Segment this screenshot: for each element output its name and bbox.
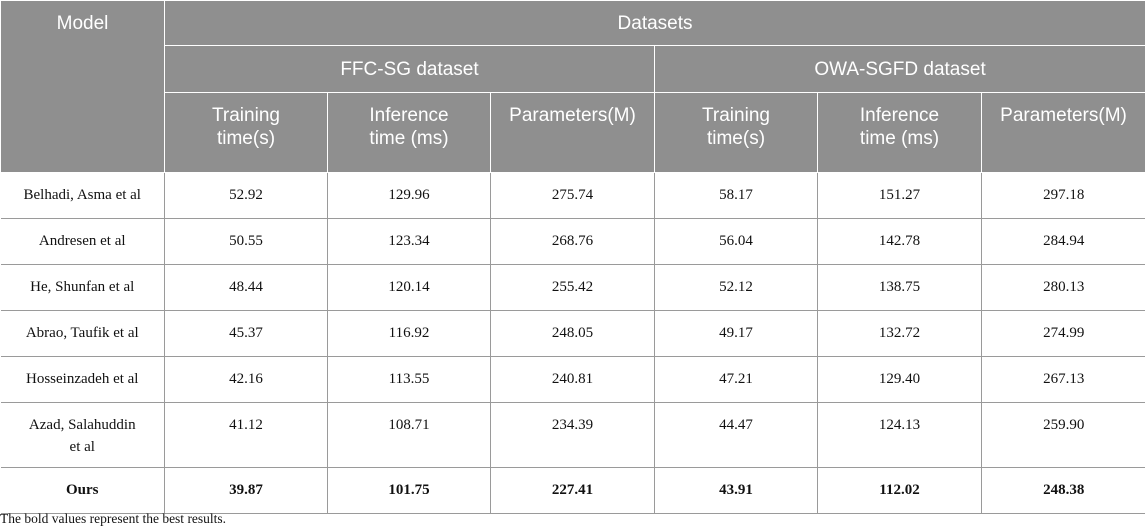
column-header-line: Training xyxy=(702,105,770,126)
table-row: Hosseinzadeh et al 42.16 113.55 240.81 4… xyxy=(0,356,1145,403)
group-header-ffc-sg: FFC-SG dataset xyxy=(164,45,655,93)
value-cell: 52.12 xyxy=(654,264,818,311)
datasets-header: Datasets xyxy=(163,0,1145,46)
table-row: Azad, Salahuddin et al 41.12 108.71 234.3… xyxy=(0,402,1145,468)
table-row: Abrao, Taufik et al 45.37 116.92 248.05 … xyxy=(0,310,1145,357)
value-cell: 56.04 xyxy=(654,218,818,265)
column-header-line: Training xyxy=(212,105,280,126)
value-cell: 132.72 xyxy=(817,310,982,357)
column-header-line: time (ms) xyxy=(369,128,449,149)
value-cell: 268.76 xyxy=(490,218,655,265)
value-cell: 43.91 xyxy=(654,467,818,514)
column-header-line: Inference xyxy=(369,105,449,126)
value-cell: 227.41 xyxy=(490,467,655,514)
value-cell: 49.17 xyxy=(654,310,818,357)
column-header-line: time(s) xyxy=(706,128,766,149)
value-cell: 259.90 xyxy=(980,402,1145,468)
model-cell: Hosseinzadeh et al xyxy=(0,356,165,403)
table-footnote: The bold values represent the best resul… xyxy=(0,511,227,526)
column-header-line: Inference xyxy=(859,105,940,126)
value-cell: 108.71 xyxy=(327,402,491,468)
value-cell: 101.75 xyxy=(327,467,491,514)
value-cell: 284.94 xyxy=(980,218,1145,265)
group-header-owa-sgfd: OWA-SGFD dataset xyxy=(653,45,1145,93)
value-cell: 129.96 xyxy=(327,172,491,219)
model-column-header: Model xyxy=(0,0,165,173)
value-cell: 45.37 xyxy=(164,310,328,357)
model-cell: Belhadi, Asma et al xyxy=(0,172,165,219)
value-cell: 255.42 xyxy=(490,264,655,311)
model-cell: Andresen et al xyxy=(0,218,165,265)
column-header: Parameters(M) xyxy=(980,92,1145,173)
model-cell: Azad, Salahuddin et al xyxy=(0,402,165,468)
value-cell: 39.87 xyxy=(164,467,328,514)
model-cell: He, Shunfan et al xyxy=(0,264,165,311)
value-cell: 112.02 xyxy=(817,467,982,514)
value-cell: 275.74 xyxy=(490,172,655,219)
value-cell: 151.27 xyxy=(817,172,982,219)
model-cell-line: Azad, Salahuddin xyxy=(28,417,136,433)
table-row: Andresen et al 50.55 123.34 268.76 56.04… xyxy=(0,218,1145,265)
column-header: Inference time (ms) xyxy=(817,92,982,173)
value-cell: 142.78 xyxy=(817,218,982,265)
value-cell: 50.55 xyxy=(164,218,328,265)
column-header: Parameters(M) xyxy=(490,92,655,173)
value-cell: 41.12 xyxy=(164,402,328,468)
column-header: Training time(s) xyxy=(654,92,818,173)
column-header-line: time (ms) xyxy=(859,128,940,149)
column-header: Training time(s) xyxy=(164,92,328,173)
results-table: Model Datasets FFC-SG dataset OWA-SGFD d… xyxy=(0,0,1145,514)
value-cell: 44.47 xyxy=(654,402,818,468)
value-cell: 52.92 xyxy=(164,172,328,219)
table-row: Belhadi, Asma et al 52.92 129.96 275.74 … xyxy=(0,172,1145,219)
value-cell: 47.21 xyxy=(654,356,818,403)
column-header: Inference time (ms) xyxy=(327,92,491,173)
value-cell: 124.13 xyxy=(817,402,982,468)
table-row: He, Shunfan et al 48.44 120.14 255.42 52… xyxy=(0,264,1145,311)
value-cell: 274.99 xyxy=(980,310,1145,357)
value-cell: 42.16 xyxy=(164,356,328,403)
value-cell: 120.14 xyxy=(327,264,491,311)
value-cell: 267.13 xyxy=(980,356,1145,403)
column-header-line: time(s) xyxy=(216,128,276,149)
value-cell: 48.44 xyxy=(164,264,328,311)
value-cell: 240.81 xyxy=(490,356,655,403)
value-cell: 129.40 xyxy=(817,356,982,403)
value-cell: 248.38 xyxy=(980,467,1145,514)
model-cell-line: et al xyxy=(69,439,95,455)
value-cell: 138.75 xyxy=(817,264,982,311)
column-header-line: Parameters(M) xyxy=(1000,105,1127,126)
value-cell: 297.18 xyxy=(980,172,1145,219)
model-cell: Ours xyxy=(0,467,165,514)
column-header-line: Parameters(M) xyxy=(509,105,636,126)
value-cell: 234.39 xyxy=(490,402,655,468)
value-cell: 113.55 xyxy=(327,356,491,403)
value-cell: 123.34 xyxy=(327,218,491,265)
value-cell: 248.05 xyxy=(490,310,655,357)
value-cell: 116.92 xyxy=(327,310,491,357)
model-cell: Abrao, Taufik et al xyxy=(0,310,165,357)
value-cell: 58.17 xyxy=(654,172,818,219)
table-row-ours: Ours 39.87 101.75 227.41 43.91 112.02 24… xyxy=(0,467,1145,514)
value-cell: 280.13 xyxy=(980,264,1145,311)
